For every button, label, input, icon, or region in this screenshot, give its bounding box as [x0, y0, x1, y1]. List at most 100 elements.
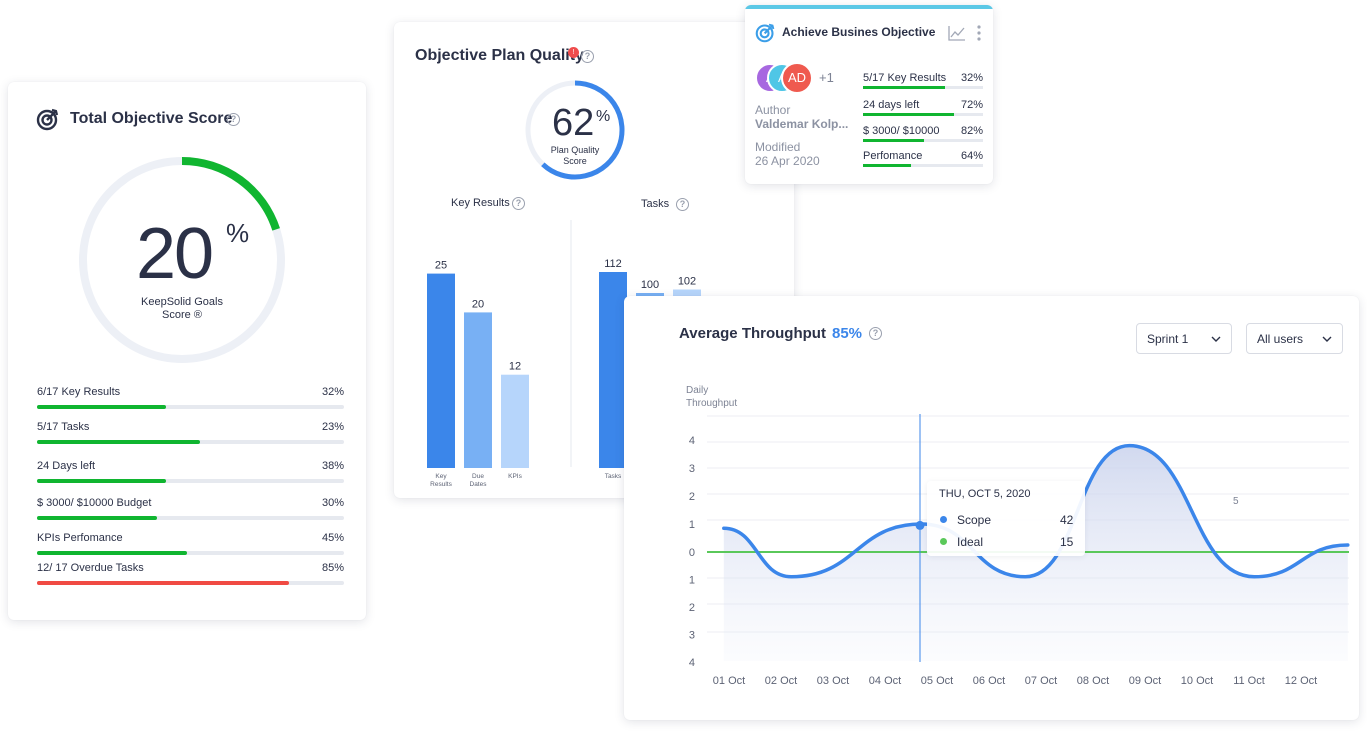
x-tick-label: 08 Oct — [1077, 675, 1109, 687]
users-select[interactable]: All users — [1246, 323, 1343, 354]
x-tick-label: 09 Oct — [1129, 675, 1161, 687]
mini-progress-row: Perfomance 64% — [863, 150, 983, 174]
bar-category-label: Tasks — [605, 473, 622, 480]
progress-row: $ 3000/ $10000 Budget 30% — [36, 497, 344, 527]
x-tick-label: 10 Oct — [1181, 675, 1213, 687]
help-icon[interactable] — [869, 327, 882, 340]
scope-area — [723, 445, 1348, 661]
progress-fill — [37, 405, 166, 409]
mini-progress-label: 5/17 Key Results — [863, 72, 947, 84]
bar[interactable] — [427, 273, 455, 468]
mini-progress-track — [863, 86, 983, 89]
progress-fill — [37, 516, 157, 520]
y-tick-label: 0 — [689, 547, 695, 559]
sprint-select[interactable]: Sprint 1 — [1136, 323, 1232, 354]
progress-track — [37, 440, 344, 444]
progress-track — [37, 581, 344, 585]
tooltip-date: THU, OCT 5, 2020 — [939, 488, 1031, 500]
progress-label: KPIs Perfomance — [37, 532, 123, 544]
average-throughput-card: Average Throughput 85% Sprint 1 All user… — [624, 296, 1359, 720]
achieve-objective-card[interactable]: Achieve Busines Objective A A AD +1 Auth… — [745, 5, 993, 184]
help-icon[interactable] — [676, 198, 689, 211]
x-tick-label: 01 Oct — [713, 675, 745, 687]
mini-progress-track — [863, 164, 983, 167]
x-tick-label: 12 Oct — [1285, 675, 1317, 687]
progress-fill — [37, 581, 289, 585]
x-tick-label: 02 Oct — [765, 675, 797, 687]
help-icon[interactable] — [227, 113, 240, 126]
x-tick-label: 05 Oct — [921, 675, 953, 687]
bar-value-label: 20 — [472, 298, 484, 310]
y-tick-label: 4 — [689, 657, 695, 669]
more-options-icon[interactable] — [976, 24, 982, 42]
quality-caption-line2: Score — [563, 156, 587, 166]
author-label: Author — [755, 103, 791, 117]
progress-track — [37, 551, 344, 555]
quality-percent-sign: % — [596, 108, 611, 125]
quality-value: 62 — [552, 102, 595, 144]
progress-fill — [37, 440, 200, 444]
progress-row: 24 Days left 38% — [36, 460, 344, 490]
y-tick-label: 3 — [689, 463, 695, 475]
progress-row: KPIs Perfomance 45% — [36, 532, 344, 562]
y-axis-label: Throughput — [686, 398, 737, 409]
mini-progress-label: $ 3000/ $10000 — [863, 125, 940, 137]
mini-progress-fill — [863, 86, 945, 89]
tooltip-scope-value: 42 — [1060, 513, 1074, 527]
progress-track — [37, 516, 344, 520]
avatar[interactable]: AD — [781, 62, 813, 94]
score-value: 20 — [136, 214, 214, 294]
card-title: Average Throughput — [679, 325, 826, 342]
progress-percent: 23% — [321, 421, 344, 433]
total-objective-score-card: Total Objective Score 20 % KeepSolid Goa… — [8, 82, 366, 620]
progress-label: 5/17 Tasks — [37, 421, 90, 433]
bar-category-label: Due — [472, 473, 484, 480]
x-tick-label: 07 Oct — [1025, 675, 1057, 687]
bar-category-label: KPIs — [508, 473, 522, 480]
y-tick-label: 1 — [689, 575, 695, 587]
sprint-select-value: Sprint 1 — [1147, 332, 1189, 346]
help-icon[interactable] — [581, 50, 594, 63]
mini-progress-track — [863, 113, 983, 116]
progress-label: 24 Days left — [37, 460, 96, 472]
bar-value-label: 25 — [435, 260, 447, 272]
score-gauge — [79, 157, 285, 363]
chart-icon[interactable] — [948, 25, 966, 41]
bar-value-label: 100 — [641, 279, 659, 291]
author-name: Valdemar Kolp... — [755, 117, 849, 131]
hover-point[interactable] — [915, 520, 925, 530]
avatars-more-count[interactable]: +1 — [819, 70, 834, 85]
bar[interactable] — [501, 374, 529, 468]
tooltip-scope-label: Scope — [957, 513, 992, 527]
progress-percent: 38% — [321, 460, 344, 472]
throughput-line-chart: Daily Throughput 4 3 2 1 0 1 2 3 4 01 Oct 02 Oct 03… — [686, 385, 1350, 687]
chart-tooltip: THU, OCT 5, 2020 Scope 42 Ideal 15 — [927, 481, 1085, 556]
bar[interactable] — [599, 272, 627, 468]
x-tick-label: 04 Oct — [869, 675, 901, 687]
mini-progress-percent: 32% — [960, 72, 983, 84]
throughput-percent: 85% — [832, 325, 863, 342]
bar[interactable] — [464, 312, 492, 468]
y-tick-label: 3 — [689, 630, 695, 642]
x-tick-label: 06 Oct — [973, 675, 1005, 687]
progress-row: 12/ 17 Overdue Tasks 85% — [36, 562, 344, 592]
mini-progress-row: 24 days left 72% — [863, 99, 983, 123]
progress-percent: 32% — [321, 386, 344, 398]
mini-progress-fill — [863, 113, 955, 116]
score-caption-line1: KeepSolid Goals — [141, 296, 223, 308]
target-icon — [36, 108, 59, 131]
mini-progress-percent: 72% — [960, 99, 983, 111]
card-accent-bar — [745, 5, 993, 9]
mini-progress-label: Perfomance — [863, 150, 923, 162]
avatar-initials: AD — [787, 70, 807, 85]
score-gauge-arc — [181, 157, 280, 231]
tooltip-ideal-value: 15 — [1060, 535, 1074, 549]
tooltip-ideal-label: Ideal — [957, 535, 984, 549]
mini-progress-percent: 64% — [960, 150, 983, 162]
bar-category-label: Results — [430, 481, 452, 488]
key-results-chart-label: Key Results — [451, 197, 510, 209]
progress-row: 6/17 Key Results 32% — [36, 386, 344, 416]
help-icon[interactable] — [512, 197, 525, 210]
progress-percent: 45% — [321, 532, 344, 544]
mini-progress-track — [863, 139, 983, 142]
